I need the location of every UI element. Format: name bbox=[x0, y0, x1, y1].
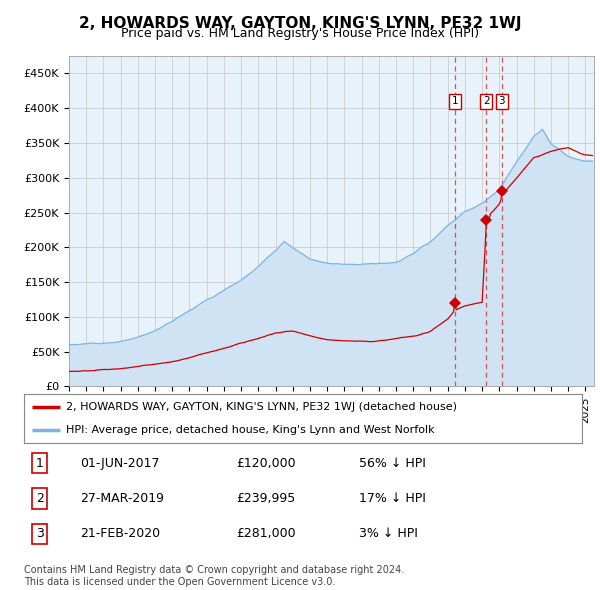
Text: 2, HOWARDS WAY, GAYTON, KING'S LYNN, PE32 1WJ (detached house): 2, HOWARDS WAY, GAYTON, KING'S LYNN, PE3… bbox=[66, 402, 457, 412]
Text: 3: 3 bbox=[35, 527, 44, 540]
Text: 1: 1 bbox=[452, 96, 458, 106]
Text: 21-FEB-2020: 21-FEB-2020 bbox=[80, 527, 160, 540]
Text: 27-MAR-2019: 27-MAR-2019 bbox=[80, 492, 164, 505]
Text: £239,995: £239,995 bbox=[236, 492, 295, 505]
Text: 01-JUN-2017: 01-JUN-2017 bbox=[80, 457, 160, 470]
Text: 56% ↓ HPI: 56% ↓ HPI bbox=[359, 457, 425, 470]
Text: 3% ↓ HPI: 3% ↓ HPI bbox=[359, 527, 418, 540]
Text: Price paid vs. HM Land Registry's House Price Index (HPI): Price paid vs. HM Land Registry's House … bbox=[121, 27, 479, 40]
Text: 3: 3 bbox=[499, 96, 505, 106]
Text: 2: 2 bbox=[483, 96, 490, 106]
Text: 17% ↓ HPI: 17% ↓ HPI bbox=[359, 492, 425, 505]
Text: Contains HM Land Registry data © Crown copyright and database right 2024.
This d: Contains HM Land Registry data © Crown c… bbox=[24, 565, 404, 587]
Text: 1: 1 bbox=[35, 457, 44, 470]
Text: 2: 2 bbox=[35, 492, 44, 505]
Text: 2, HOWARDS WAY, GAYTON, KING'S LYNN, PE32 1WJ: 2, HOWARDS WAY, GAYTON, KING'S LYNN, PE3… bbox=[79, 16, 521, 31]
Text: HPI: Average price, detached house, King's Lynn and West Norfolk: HPI: Average price, detached house, King… bbox=[66, 425, 434, 435]
Text: £281,000: £281,000 bbox=[236, 527, 296, 540]
Text: £120,000: £120,000 bbox=[236, 457, 296, 470]
